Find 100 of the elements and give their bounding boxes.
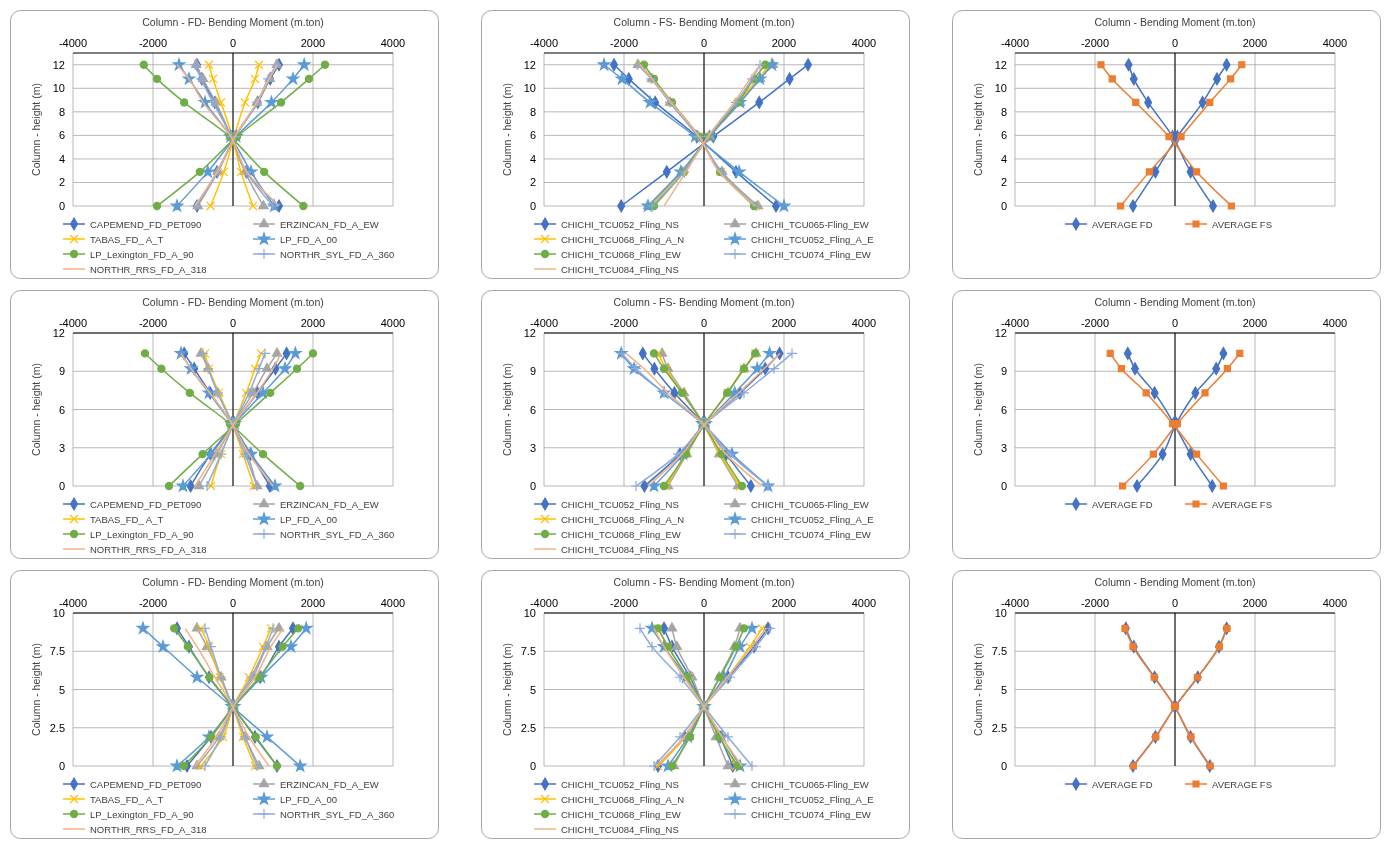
y-tick-label: 2	[58, 176, 65, 189]
y-tick-label: 4	[529, 152, 536, 165]
y-tick-label: 10	[523, 82, 536, 95]
legend-label: LP_Lexington_FD_A_90	[90, 528, 194, 540]
y-tick-label: 6	[58, 403, 65, 416]
legend-label: TABAS_FD_ A_T	[90, 513, 164, 525]
y-tick-label: 8	[58, 105, 65, 118]
x-tick-label: 2000	[771, 317, 797, 329]
legend-label: LP_Lexington_FD_A_90	[90, 808, 194, 820]
y-axis-title: Column - height (m)	[972, 83, 984, 176]
x-tick-label: -4000	[529, 37, 559, 49]
legend-label: CAPEMEND_FD_PET090	[90, 498, 202, 510]
x-tick-label: -4000	[58, 597, 88, 609]
chart-title: Column - FD- Bending Moment (m.ton)	[142, 576, 324, 588]
y-tick-label: 7.5	[520, 645, 536, 658]
y-tick-label: 4	[58, 152, 65, 165]
legend-label: AVERAGE FS	[1212, 778, 1273, 790]
x-tick-label: -2000	[1080, 597, 1110, 609]
x-tick-label: -4000	[1000, 37, 1030, 49]
legend-label: CHICHI_TCU068_Fling_A_N	[561, 513, 685, 525]
chart-title: Column - FS- Bending Moment (m.ton)	[613, 296, 795, 308]
y-axis-title: Column - height (m)	[30, 643, 42, 736]
y-tick-label: 3	[1000, 441, 1007, 454]
legend-label: ERZINCAN_FD_A_EW	[280, 218, 379, 230]
chart-title: Column - FD- Bending Moment (m.ton)	[142, 296, 324, 308]
legend-label: CHICHI_TCU074_Fling_EW	[751, 528, 871, 540]
x-tick-label: 0	[229, 317, 237, 329]
y-axis-title: Column - height (m)	[30, 83, 42, 176]
legend-label: CHICHI_TCU052_Fling_NS	[561, 778, 679, 790]
y-tick-label: 12	[994, 58, 1007, 71]
y-tick-label: 10	[52, 607, 65, 619]
y-tick-label: 5	[529, 683, 536, 696]
x-tick-label: -2000	[1080, 37, 1110, 49]
x-tick-label: 4000	[851, 597, 877, 609]
legend-label: CHICHI_TCU074_Fling_EW	[751, 808, 871, 820]
y-tick-label: 9	[1000, 365, 1007, 378]
y-tick-label: 0	[529, 760, 536, 772]
x-tick-label: -4000	[58, 317, 88, 329]
legend-label: ERZINCAN_FD_A_EW	[280, 498, 379, 510]
legend-label: AVERAGE FD	[1092, 498, 1153, 510]
y-tick-label: 6	[1000, 403, 1007, 416]
y-tick-label: 9	[58, 365, 65, 378]
legend-label: CHICHI_TCU068_Fling_EW	[561, 528, 681, 540]
legend-label: AVERAGE FS	[1212, 498, 1273, 510]
legend-label: CHICHI_TCU052_Fling_A_E	[751, 793, 874, 805]
legend-label: CHICHI_TCU084_Fling_NS	[561, 823, 679, 835]
x-tick-label: 0	[700, 597, 708, 609]
y-tick-label: 12	[52, 327, 65, 339]
y-axis-title: Column - height (m)	[501, 83, 513, 176]
legend-label: CHICHI_TCU065-Fling_EW	[751, 218, 869, 230]
x-tick-label: -2000	[138, 317, 168, 329]
y-tick-label: 0	[58, 480, 65, 492]
x-tick-label: -2000	[609, 597, 639, 609]
x-tick-label: 4000	[380, 597, 406, 609]
legend-label: CHICHI_TCU052_Fling_NS	[561, 218, 679, 230]
y-axis-title: Column - height (m)	[972, 643, 984, 736]
y-tick-label: 5	[1000, 683, 1007, 696]
y-tick-label: 12	[523, 327, 536, 339]
legend-label: AVERAGE FD	[1092, 778, 1153, 790]
legend-label: TABAS_FD_ A_T	[90, 233, 164, 245]
legend-label: CHICHI_TCU084_Fling_NS	[561, 543, 679, 555]
x-tick-label: 2000	[771, 37, 797, 49]
y-tick-label: 2	[1000, 176, 1007, 189]
x-tick-label: 4000	[380, 317, 406, 329]
y-tick-label: 9	[529, 365, 536, 378]
x-tick-label: -4000	[1000, 597, 1030, 609]
y-tick-label: 0	[1000, 200, 1007, 212]
y-tick-label: 6	[58, 129, 65, 142]
y-tick-label: 10	[52, 82, 65, 95]
legend-label: CHICHI_TCU084_Fling_NS	[561, 263, 679, 275]
x-tick-label: 4000	[1322, 317, 1348, 329]
chart-title: Column - FS- Bending Moment (m.ton)	[613, 16, 795, 28]
x-tick-label: 2000	[771, 597, 797, 609]
legend-label: NORTHR_SYL_FD_A_360	[280, 248, 395, 260]
y-tick-label: 5	[58, 683, 65, 696]
chart-title: Column - Bending Moment (m.ton)	[1094, 296, 1256, 308]
chart-title: Column - FD- Bending Moment (m.ton)	[142, 16, 324, 28]
x-tick-label: 4000	[851, 37, 877, 49]
y-tick-label: 0	[529, 480, 536, 492]
legend-label: CHICHI_TCU074_Fling_EW	[751, 248, 871, 260]
y-tick-label: 4	[1000, 152, 1007, 165]
y-tick-label: 7.5	[991, 645, 1007, 658]
x-tick-label: 0	[229, 37, 237, 49]
legend-label: CHICHI_TCU065-Fling_EW	[751, 778, 869, 790]
legend-label: LP_FD_A_00	[280, 233, 338, 245]
legend-label: NORTHR_SYL_FD_A_360	[280, 528, 395, 540]
y-tick-label: 0	[1000, 760, 1007, 772]
legend-label: AVERAGE FD	[1092, 218, 1153, 230]
y-tick-label: 6	[529, 403, 536, 416]
x-tick-label: 0	[1171, 317, 1179, 329]
y-axis-title: Column - height (m)	[30, 363, 42, 456]
y-tick-label: 0	[1000, 480, 1007, 492]
legend-label: TABAS_FD_ A_T	[90, 793, 164, 805]
legend-label: ERZINCAN_FD_A_EW	[280, 778, 379, 790]
legend-label: CHICHI_TCU052_Fling_A_E	[751, 513, 874, 525]
legend-label: LP_FD_A_00	[280, 513, 338, 525]
x-tick-label: 0	[1171, 597, 1179, 609]
x-tick-label: -4000	[529, 317, 559, 329]
y-axis-title: Column - height (m)	[501, 643, 513, 736]
x-tick-label: 4000	[1322, 597, 1348, 609]
